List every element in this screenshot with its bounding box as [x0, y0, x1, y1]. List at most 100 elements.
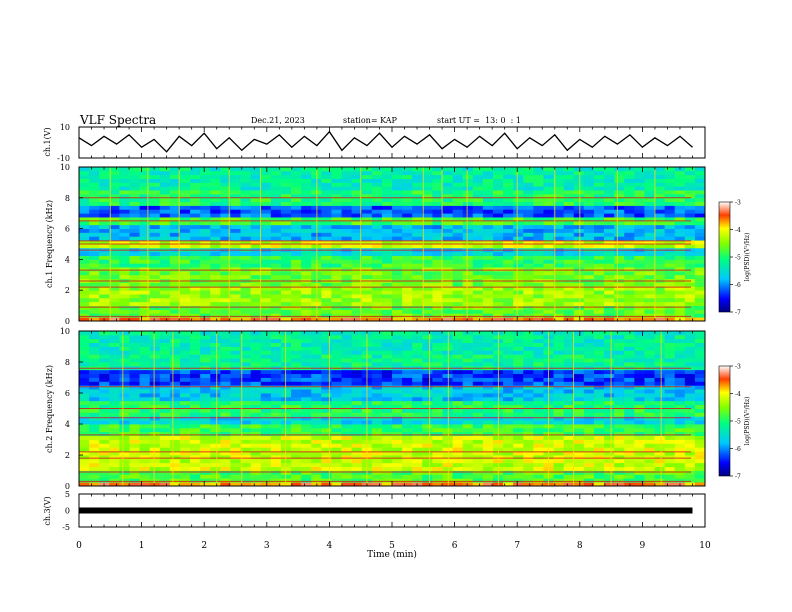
ch2-spectrogram-cell	[341, 451, 353, 456]
ch2-spectrogram-cell	[301, 369, 312, 375]
ch1-spectrogram-cell	[129, 297, 140, 303]
ch1-spectrogram-cell	[472, 297, 484, 303]
ch2-spectrogram-cell	[654, 350, 666, 355]
ch2-spectrogram-cell	[301, 416, 312, 421]
ch2-spectrogram-cell	[169, 427, 181, 433]
ch2-spectrogram-cell	[321, 350, 332, 355]
ch2-spectrogram-cell	[684, 439, 696, 444]
ch1-spectrogram-cell	[392, 178, 403, 183]
ch1-spectrogram-cell	[381, 213, 393, 218]
ch2-spectrogram-cell	[452, 435, 464, 440]
ch2-spectrogram-cell	[533, 443, 544, 448]
ch2-spectrogram-cell	[190, 350, 201, 355]
ch2-spectrogram-cell	[331, 466, 342, 471]
ch1-spectrogram-cell	[503, 317, 514, 322]
ch1-spectrogram-cell	[614, 301, 625, 306]
ch1-spectrogram-cell	[492, 301, 504, 306]
ch2-spectrogram-cell	[634, 466, 645, 471]
ch1-spectrogram-cell	[280, 263, 292, 268]
ch1-spectrogram-cell	[624, 193, 635, 199]
ch2-spectrogram-cell	[169, 334, 181, 340]
ch2-spectrogram-cell	[179, 466, 191, 471]
ch2-spectrogram-cell	[432, 482, 443, 487]
ch1-spectrogram-cell	[230, 220, 241, 226]
ch2-spectrogram-cell	[593, 354, 605, 359]
ch2-spectrogram-cell	[311, 354, 322, 359]
ch1-spectrogram-cell	[119, 186, 130, 191]
ch1-spectrogram-cell	[351, 209, 363, 214]
ch1-spectrogram-cell	[149, 251, 161, 256]
ch1-spectrogram-cell	[129, 305, 140, 310]
ch2-spectrogram-cell	[634, 381, 645, 386]
ch1-spectrogram-cell	[351, 267, 363, 272]
ch2-spectrogram-cell	[412, 447, 423, 452]
ch1-spectrogram-cell	[220, 213, 231, 218]
ch2-spectrogram-cell	[351, 358, 363, 363]
ch1-spectrogram-cell	[634, 193, 645, 199]
ch1-spectrogram-cell	[169, 170, 181, 176]
ch2-spectrogram-cell	[291, 377, 302, 382]
ch2-spectrogram-cell	[200, 358, 211, 363]
ch1-spectrogram-cell	[230, 174, 241, 179]
ch2-spectrogram-cell	[331, 362, 342, 367]
ch1-spectrogram-cell	[543, 286, 554, 291]
ch1-spectrogram-cell	[321, 193, 332, 199]
ch2-spectrogram-cell	[129, 470, 140, 475]
ch1-spectrogram-cell	[220, 201, 231, 206]
ch2-spectrogram-cell	[462, 350, 474, 355]
ch1-spectrogram-cell	[250, 182, 262, 187]
ch1-spectrogram-cell	[129, 220, 140, 226]
ch2-spectrogram-cell	[442, 377, 453, 382]
ch1-spectrogram-cell	[200, 201, 211, 206]
ch2-spectrogram-cell	[674, 420, 686, 425]
ch2-spectrogram-cell	[260, 362, 272, 367]
ch1-spectrogram-cell	[553, 220, 565, 226]
ch2-spectrogram-cell	[280, 362, 292, 367]
ch2-spectrogram-cell	[321, 447, 332, 452]
ch1-spectrogram-cell	[341, 317, 353, 322]
ch1-spectrogram-cell	[260, 201, 272, 206]
ch1-spectrogram-cell	[331, 182, 342, 187]
ch1-spectrogram-cell	[392, 297, 403, 303]
ch2-spectrogram-cell	[513, 362, 524, 367]
ch2-spectrogram-cell	[674, 439, 686, 444]
ch2-spectrogram-cell	[79, 393, 90, 398]
ch2-spectrogram-cell	[89, 439, 100, 444]
ch1-spectrogram-cell	[220, 244, 231, 249]
ch2-spectrogram-cell	[210, 451, 221, 456]
ch2-spectrogram-cell	[553, 424, 565, 429]
ch2-spectrogram-cell	[89, 354, 100, 359]
ch2-spectrogram-cell	[503, 350, 514, 355]
ch1-spectrogram-cell	[220, 193, 231, 199]
ch1-spectrogram-cell	[240, 255, 252, 260]
ch2-spectrogram-cell	[351, 474, 363, 479]
ch1-spectrogram-cell	[109, 251, 120, 256]
ch1-spectrogram-cell	[573, 290, 585, 295]
ch1-spectrogram-cell	[674, 236, 686, 241]
ch2-spectrogram-cell	[644, 342, 655, 347]
ch2-spectrogram-cell	[392, 458, 403, 464]
ch2-spectrogram-cell	[179, 435, 191, 440]
ch1-spectrogram-cell	[604, 290, 615, 295]
ch1-spectrogram-cell	[200, 178, 211, 183]
ch2-spectrogram-cell	[341, 369, 353, 375]
ch2-spectrogram-cell	[169, 381, 181, 386]
ch2-spectrogram-cell	[402, 400, 413, 406]
ch1-spectrogram-cell	[169, 178, 181, 183]
ch2-spectrogram-cell	[563, 416, 575, 421]
ch2-spectrogram-cell	[654, 431, 666, 437]
ch1-spectrogram-cell	[422, 167, 433, 172]
ch2-spectrogram-cell	[210, 404, 221, 409]
ch2-spectrogram-cell	[422, 400, 433, 406]
ch1-spectrogram-cell	[442, 217, 453, 222]
ch2-spectrogram-cell	[452, 482, 464, 487]
ch1-spectrogram-cell	[573, 186, 585, 191]
ch1-spectrogram-cell	[462, 286, 474, 291]
ch2-spectrogram-cell	[291, 373, 302, 378]
ch2-spectrogram-cell	[422, 342, 433, 347]
ch1-spectrogram-cell	[109, 186, 120, 191]
ch2-spectrogram-cell	[119, 462, 130, 468]
ch2-spectrogram-cell	[674, 350, 686, 355]
ch1-spectrogram-cell	[432, 167, 443, 172]
ch1-spectrogram-cell	[159, 309, 171, 314]
